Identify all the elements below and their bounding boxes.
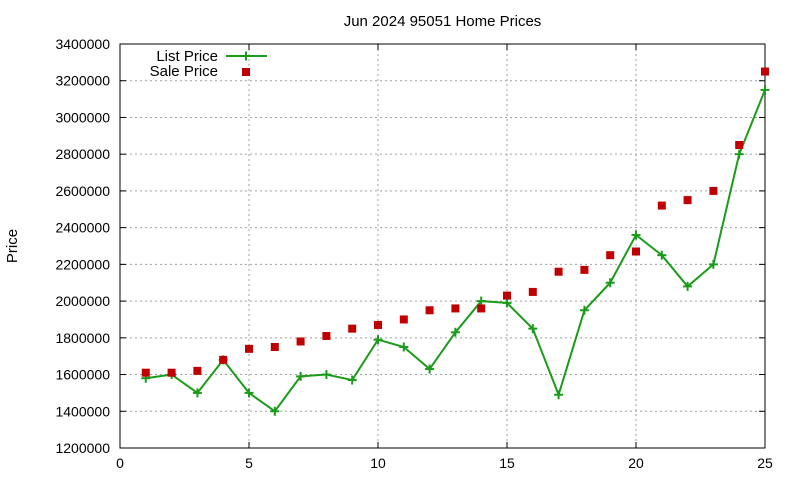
x-tick-label: 0: [116, 455, 124, 471]
sale-price-point: [709, 186, 718, 195]
list-price-point: [373, 335, 383, 345]
grid-layer: [120, 44, 765, 448]
sale-price-point: [193, 366, 202, 375]
y-tick-label: 1200000: [55, 440, 110, 456]
sale-price-point: [322, 331, 331, 340]
y-tick-label: 2800000: [55, 146, 110, 162]
list-price-point: [502, 298, 512, 308]
legend-label-list-price: List Price: [156, 48, 218, 65]
list-price-point: [450, 327, 460, 337]
list-price-point: [244, 388, 254, 398]
list-price-point: [528, 324, 538, 334]
y-tick-label: 3200000: [55, 73, 110, 89]
legend-marker-list-price: [241, 51, 251, 61]
plot-border: [119, 43, 766, 449]
sale-price-point: [296, 337, 305, 346]
x-axis: 0 5 10 15 20 25: [116, 44, 773, 471]
legend-marker-sale-price: [242, 68, 250, 76]
legend-swatch-list-price: [226, 51, 267, 61]
sale-price-point: [606, 251, 615, 260]
sale-price-point: [503, 291, 511, 300]
y-tick-label: 2200000: [55, 256, 110, 272]
sale-price-point: [270, 343, 279, 351]
sale-price-point: [399, 315, 408, 324]
x-tick-label: 10: [370, 455, 386, 471]
y-tick-label: 1800000: [55, 330, 110, 346]
list-price-point: [708, 259, 718, 269]
list-price-point: [554, 390, 564, 400]
y-tick-label: 2400000: [55, 220, 110, 236]
x-tick-label: 20: [628, 455, 644, 471]
list-price-point: [192, 388, 202, 398]
y-axis: 1200000 1400000 1600000 1800000 2000000 22000…: [55, 36, 765, 456]
list-price-point: [734, 149, 744, 159]
list-price-point: [425, 364, 435, 374]
sale-price-point: [219, 355, 228, 364]
y-tick-label: 3400000: [55, 36, 110, 52]
series-layer: [141, 67, 770, 416]
sale-price-point: [245, 344, 253, 353]
sale-price-point: [451, 304, 460, 313]
sale-price-point: [683, 196, 692, 205]
sale-price-point: [554, 267, 563, 276]
sale-price-point: [632, 247, 640, 256]
series-0: [141, 85, 770, 416]
sale-price-point: [348, 324, 357, 333]
legend: List Price Sale Price: [150, 48, 267, 80]
list-price-point: [270, 406, 280, 416]
list-price-point: [605, 278, 615, 288]
legend-swatch-sale-price: [242, 68, 250, 76]
y-tick-label: 2600000: [55, 183, 110, 199]
list-price-point: [476, 296, 486, 306]
y-tick-label: 1400000: [55, 403, 110, 419]
y-tick-label: 1600000: [55, 367, 110, 383]
sale-price-point: [761, 67, 769, 76]
sale-price-point: [374, 320, 382, 329]
sale-price-point: [657, 201, 666, 210]
list-price-point: [399, 342, 409, 352]
x-tick-label: 15: [499, 455, 515, 471]
list-price-point: [683, 281, 693, 291]
list-price-point: [347, 375, 357, 385]
list-price-point: [579, 305, 589, 315]
y-axis-title: Price: [4, 229, 21, 263]
series-1: [141, 67, 769, 377]
sale-price-point: [735, 141, 744, 149]
x-tick-label: 25: [757, 455, 773, 471]
sale-price-point: [580, 265, 589, 274]
y-tick-label: 3000000: [55, 109, 110, 125]
list-price-point: [321, 370, 331, 380]
list-price-point: [296, 371, 306, 381]
list-price-point: [657, 250, 667, 260]
sale-price-point: [528, 287, 537, 296]
sale-price-point: [425, 306, 434, 315]
list-price-point: [631, 230, 641, 240]
sale-price-point: [167, 368, 176, 377]
sale-price-point: [141, 368, 150, 377]
list-price-line: [145, 89, 766, 413]
chart-title: Jun 2024 95051 Home Prices: [344, 13, 542, 30]
sale-price-point: [477, 304, 486, 313]
legend-label-sale-price: Sale Price: [150, 63, 218, 80]
y-tick-label: 2000000: [55, 293, 110, 309]
list-price-point: [760, 85, 770, 95]
x-tick-label: 5: [245, 455, 253, 471]
